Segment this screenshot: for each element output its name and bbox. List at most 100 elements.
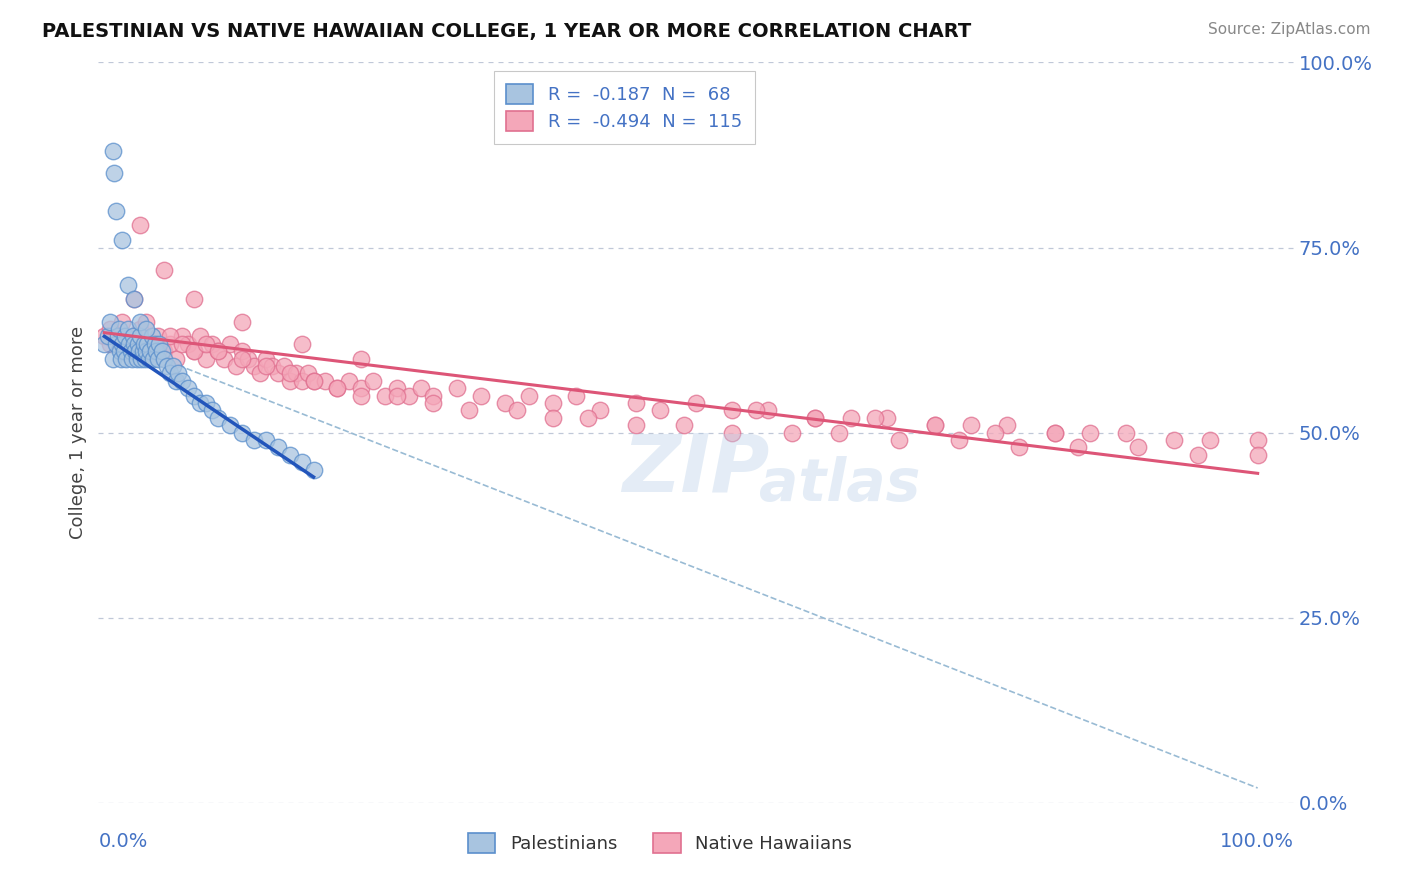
Point (188, 396, 211, 410)
Point (924, 418, 946, 433)
Point (132, 336, 155, 351)
Point (1043, 425, 1066, 440)
Point (865, 410, 887, 425)
Point (108, 344, 131, 359)
Point (141, 336, 163, 351)
Point (183, 344, 205, 359)
Point (236, 351, 259, 366)
Point (212, 351, 235, 366)
Point (201, 403, 224, 417)
Point (254, 359, 277, 373)
Legend: Palestinians, Native Hawaiians: Palestinians, Native Hawaiians (461, 826, 859, 861)
Point (948, 433, 970, 447)
Point (124, 336, 146, 351)
Point (350, 388, 373, 402)
Point (225, 359, 247, 373)
Point (411, 381, 433, 395)
Point (804, 410, 827, 425)
Point (93, 329, 115, 343)
Point (97, 329, 120, 343)
Point (111, 336, 134, 351)
Text: PALESTINIAN VS NATIVE HAWAIIAN COLLEGE, 1 YEAR OR MORE CORRELATION CHART: PALESTINIAN VS NATIVE HAWAIIAN COLLEGE, … (42, 22, 972, 41)
Point (138, 351, 160, 366)
Point (107, 329, 129, 343)
Point (506, 403, 529, 417)
Point (129, 322, 152, 336)
Point (183, 344, 205, 359)
Point (756, 403, 779, 417)
Point (121, 351, 143, 366)
Point (112, 344, 135, 359)
Point (422, 388, 444, 402)
Point (162, 359, 184, 373)
Point (260, 359, 283, 373)
Point (135, 322, 157, 336)
Point (291, 455, 314, 469)
Point (183, 388, 205, 402)
Point (889, 433, 911, 447)
Point (111, 314, 134, 328)
Point (648, 403, 672, 417)
Point (98, 314, 122, 328)
Point (804, 410, 827, 425)
Point (302, 462, 325, 476)
Point (111, 336, 134, 351)
Point (673, 418, 696, 433)
Text: Source: ZipAtlas.com: Source: ZipAtlas.com (1208, 22, 1371, 37)
Point (117, 336, 139, 351)
Point (201, 336, 224, 351)
Point (780, 425, 803, 440)
Point (626, 418, 648, 433)
Point (124, 329, 146, 343)
Point (721, 425, 744, 440)
Point (254, 433, 277, 447)
Point (1115, 425, 1137, 440)
Point (129, 329, 152, 343)
Point (127, 336, 149, 351)
Point (128, 344, 150, 359)
Point (207, 344, 229, 359)
Point (517, 388, 540, 402)
Point (153, 262, 176, 277)
Point (589, 403, 612, 417)
Point (159, 336, 181, 351)
Point (326, 381, 349, 395)
Point (101, 145, 124, 159)
Point (118, 336, 141, 351)
Point (1247, 448, 1270, 462)
Point (1163, 433, 1185, 447)
Text: 0.0%: 0.0% (98, 832, 148, 852)
Point (219, 418, 242, 433)
Point (1067, 441, 1090, 455)
Point (243, 433, 266, 447)
Point (129, 219, 152, 233)
Point (207, 410, 229, 425)
Point (243, 359, 266, 373)
Point (172, 336, 194, 351)
Point (125, 351, 148, 366)
Point (195, 396, 218, 410)
Point (995, 418, 1018, 433)
Point (960, 418, 983, 433)
Point (1247, 433, 1270, 447)
Point (278, 367, 301, 381)
Point (278, 448, 301, 462)
Point (110, 351, 132, 366)
Point (1187, 448, 1209, 462)
Point (219, 336, 242, 351)
Point (148, 351, 170, 366)
Point (111, 233, 134, 247)
Point (159, 329, 181, 343)
Point (153, 344, 176, 359)
Point (828, 425, 851, 440)
Point (541, 410, 564, 425)
Point (984, 425, 1007, 440)
Point (124, 293, 146, 307)
Point (284, 367, 307, 381)
Point (105, 336, 128, 351)
Point (148, 344, 170, 359)
Point (115, 351, 138, 366)
Point (721, 403, 744, 417)
Point (350, 381, 373, 395)
Point (142, 351, 165, 366)
